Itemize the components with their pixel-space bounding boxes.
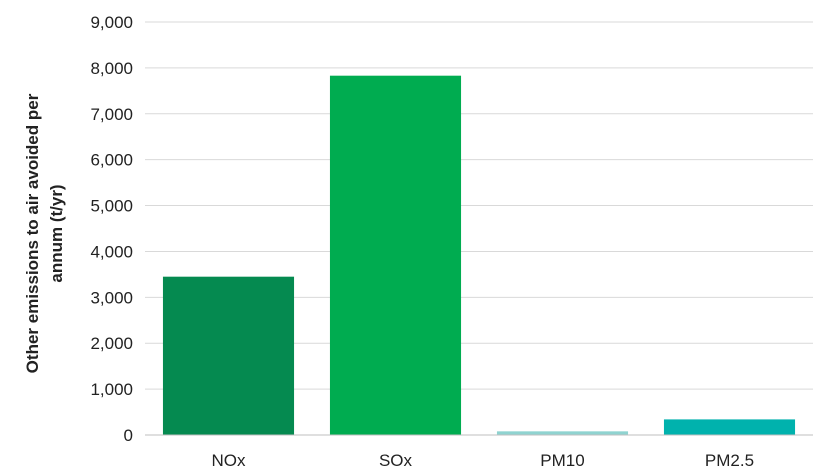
y-axis-title-line-2: annum (t/yr) <box>47 184 66 282</box>
y-tick-label: 2,000 <box>90 334 133 353</box>
bar-nox <box>162 276 295 435</box>
x-tick-label: PM10 <box>540 451 584 470</box>
bar-pm10 <box>496 431 629 435</box>
y-axis-tick-labels: 0 1,000 2,000 3,000 4,000 5,000 6,000 7,000 8,00… <box>90 13 133 445</box>
y-tick-label: 0 <box>124 426 133 445</box>
y-tick-label: 3,000 <box>90 288 133 307</box>
x-tick-label: SOx <box>379 451 413 470</box>
y-tick-label: 5,000 <box>90 197 133 216</box>
y-tick-label: 7,000 <box>90 105 133 124</box>
y-tick-label: 1,000 <box>90 380 133 399</box>
x-tick-label: NOx <box>212 451 247 470</box>
bar-sox <box>329 75 462 435</box>
bar-pm2-5 <box>663 419 796 435</box>
y-axis-title: Other emissions to air avoided per annum… <box>23 93 66 373</box>
y-tick-label: 9,000 <box>90 13 133 32</box>
x-tick-label: PM2.5 <box>705 451 754 470</box>
y-tick-label: 4,000 <box>90 242 133 261</box>
y-tick-label: 6,000 <box>90 151 133 170</box>
y-axis-title-line-1: Other emissions to air avoided per <box>23 93 42 373</box>
bars <box>162 75 796 435</box>
x-axis-tick-labels: NOx SOx PM10 PM2.5 <box>212 451 755 470</box>
y-tick-label: 8,000 <box>90 59 133 78</box>
